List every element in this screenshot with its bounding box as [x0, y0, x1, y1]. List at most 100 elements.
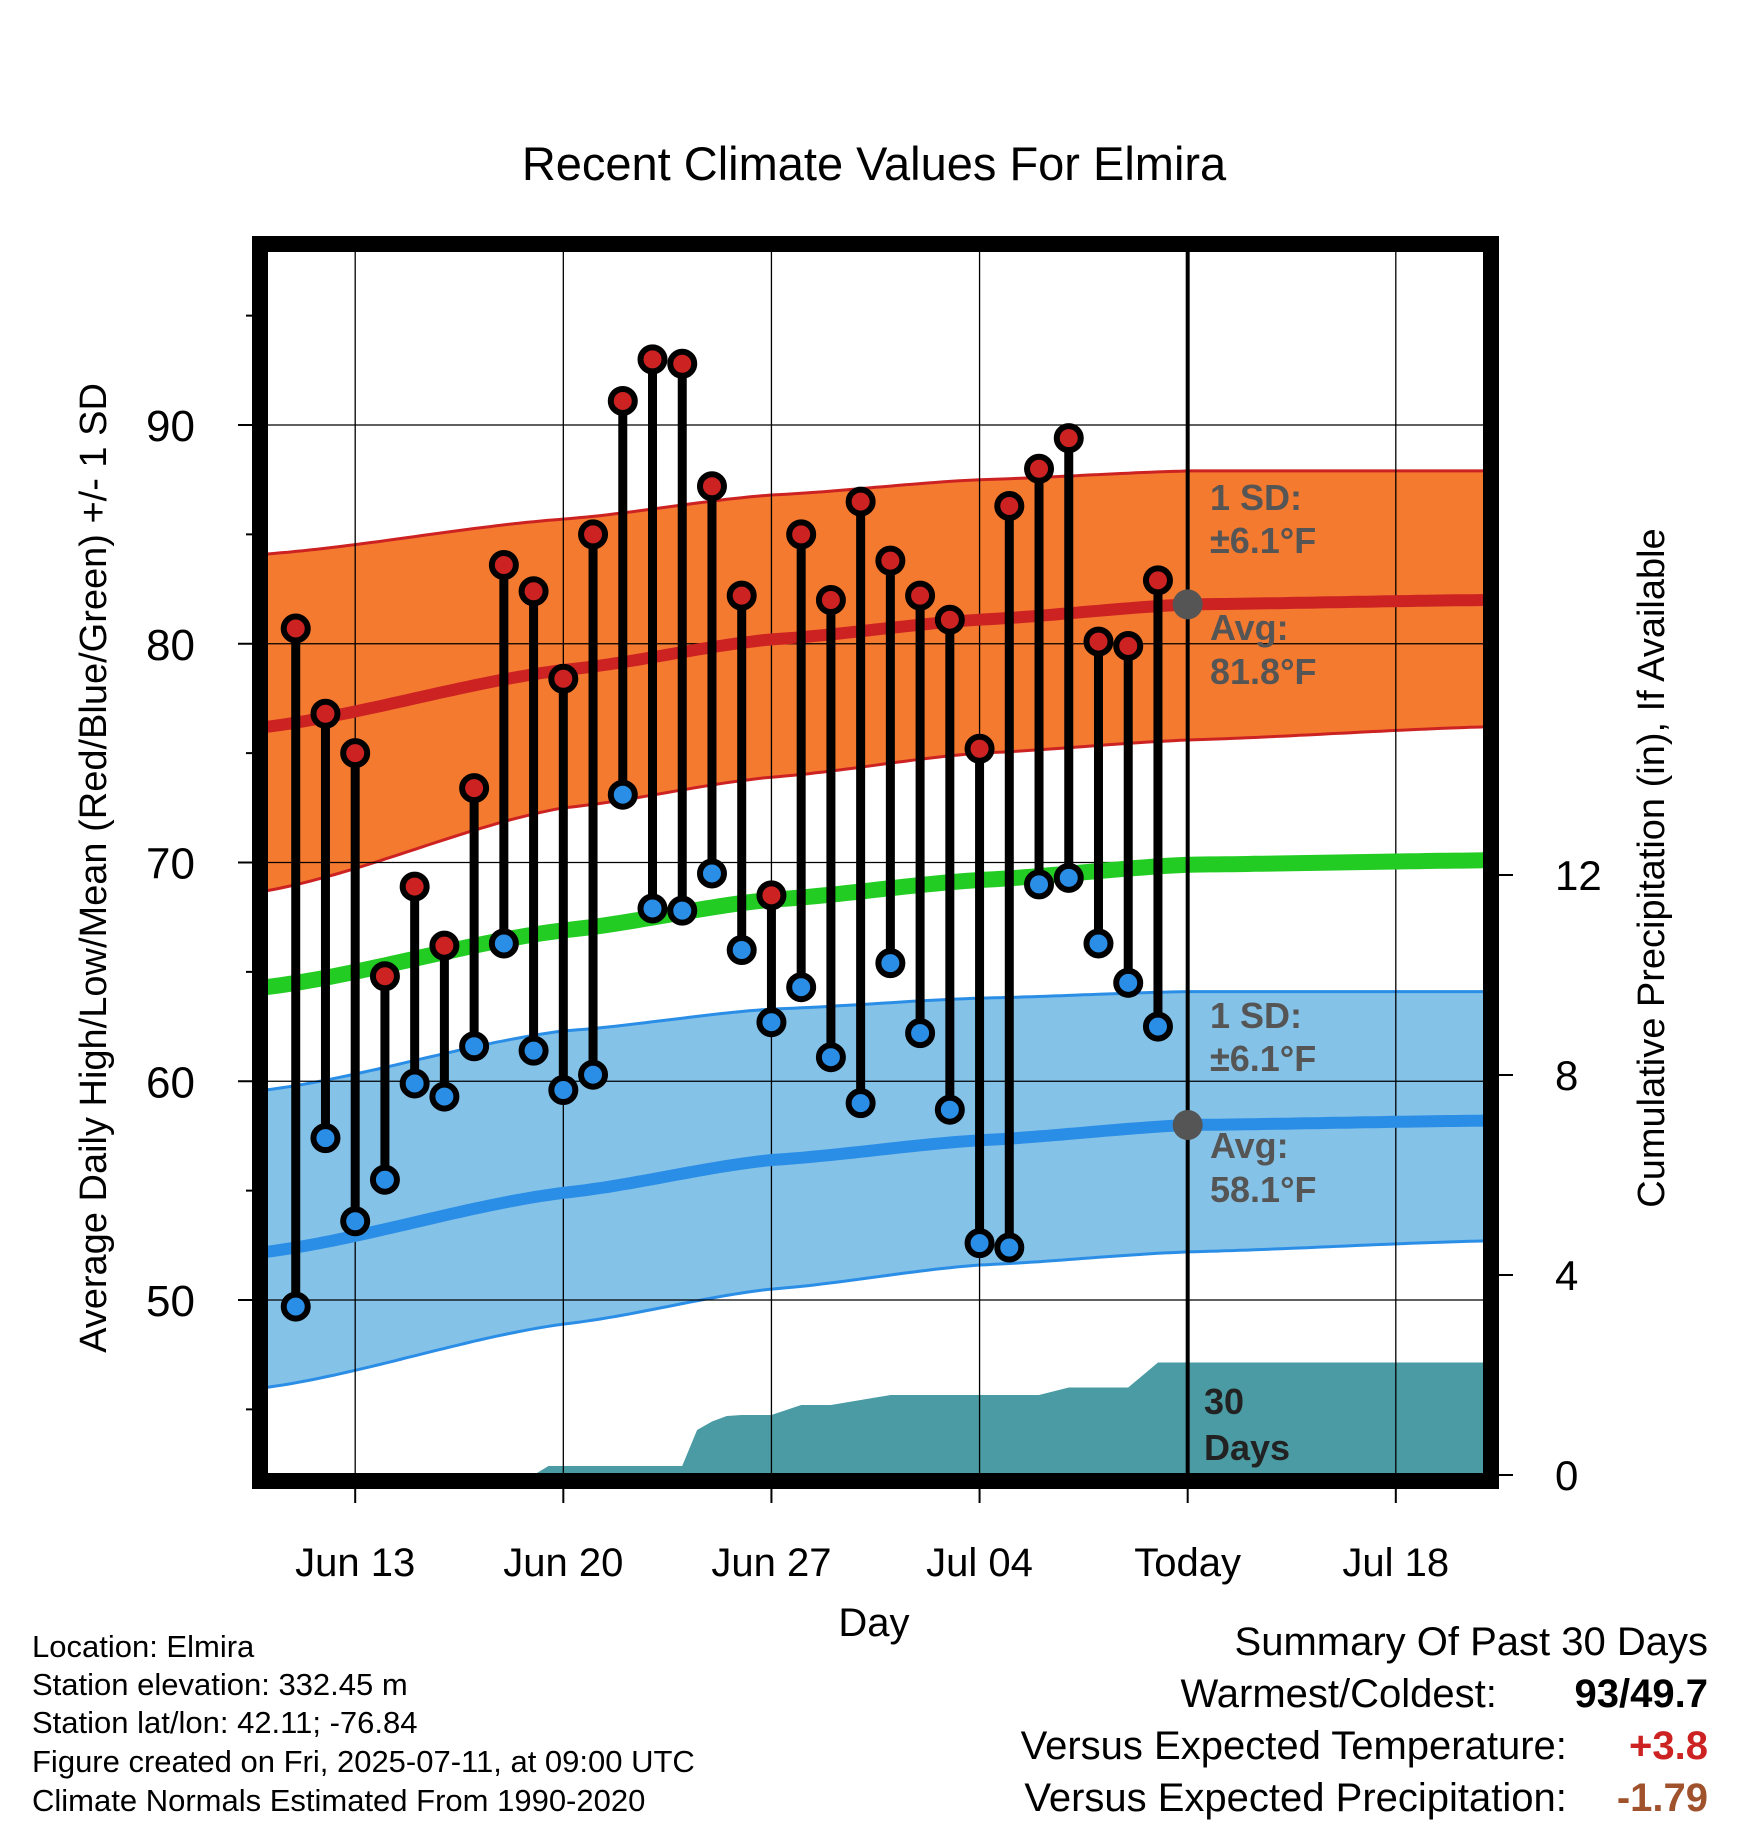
- y-axis-label-right: Cumulative Precipitation (in), If Availa…: [1631, 528, 1673, 1207]
- low-point: [756, 1007, 787, 1038]
- low-point: [994, 1232, 1025, 1263]
- high-point: [518, 576, 549, 607]
- days-annotation: 30 Days: [1204, 1381, 1290, 1468]
- low-avg-value: 58.1°F: [1210, 1169, 1316, 1210]
- high-point: [1083, 626, 1114, 657]
- x-tick-label: Jul 18: [1342, 1541, 1449, 1585]
- high-point: [488, 550, 519, 580]
- days-count: 30: [1204, 1381, 1244, 1422]
- warmest-label: Warmest/Coldest:: [1180, 1672, 1497, 1716]
- low-point: [667, 895, 698, 926]
- low-point: [310, 1123, 341, 1154]
- today-line: [1172, 250, 1203, 1475]
- high-point: [369, 961, 400, 992]
- low-point: [459, 1031, 490, 1062]
- high-point: [1053, 423, 1084, 454]
- high-point: [1024, 453, 1055, 484]
- plot-border: [252, 236, 1499, 1489]
- low-point: [1083, 928, 1114, 959]
- high-avg-value: 81.8°F: [1210, 651, 1316, 692]
- high-point: [667, 348, 698, 379]
- x-axis-label: Day: [838, 1601, 909, 1645]
- summary-title: Summary Of Past 30 Days: [1234, 1620, 1708, 1664]
- high-point: [548, 663, 579, 694]
- high-point: [280, 613, 311, 644]
- high-point: [340, 738, 371, 769]
- right-tick-label: 4: [1555, 1252, 1578, 1299]
- high-point: [964, 733, 995, 764]
- y-axis-label-left: Average Daily High/Low/Mean (Red/Blue/Gr…: [73, 383, 115, 1353]
- x-tick-label: Jun 13: [295, 1541, 415, 1585]
- low-point: [1053, 862, 1084, 893]
- temp-anomaly-label: Versus Expected Temperature:: [1020, 1724, 1567, 1768]
- low-point: [578, 1059, 609, 1090]
- summary-warmest-row: Warmest/Coldest: 93/49.7: [1181, 1672, 1709, 1717]
- high-point: [607, 385, 638, 416]
- low-point: [1142, 1011, 1173, 1042]
- left-tick-label: 80: [146, 621, 195, 670]
- low-avg-marker: [1172, 1110, 1203, 1140]
- high-point: [696, 471, 727, 502]
- temp-anomaly-value: +3.8: [1629, 1724, 1708, 1768]
- high-point: [786, 519, 817, 550]
- high-annotation: 1 SD: ±6.1°F Avg: 81.8°F: [1210, 477, 1316, 692]
- high-sd-upper-edge: [265, 469, 1485, 556]
- low-point: [1024, 869, 1055, 900]
- high-point: [578, 519, 609, 550]
- warmest-value: 93: [1574, 1672, 1620, 1716]
- low-point: [429, 1081, 460, 1112]
- info-created: Figure created on Fri, 2025-07-11, at 09…: [32, 1744, 695, 1779]
- high-avg-label: Avg:: [1210, 607, 1289, 648]
- left-tick-label: 70: [146, 840, 195, 889]
- high-point: [399, 871, 430, 902]
- summary-precip-row: Versus Expected Precipitation: -1.79: [1024, 1776, 1708, 1821]
- daily-observations: [280, 344, 1173, 1322]
- low-point: [815, 1042, 846, 1073]
- left-tick-label: 90: [146, 402, 195, 451]
- info-latlon: Station lat/lon: 42.11; -76.84: [32, 1705, 418, 1740]
- normal-lines: [264, 594, 1486, 1258]
- right-tick-label: 8: [1555, 1052, 1578, 1099]
- high-sd-lower-edge: [265, 725, 1486, 893]
- right-tick-label: 0: [1555, 1452, 1578, 1499]
- x-tick-label: Jun 27: [711, 1541, 831, 1585]
- info-location: Location: Elmira: [32, 1629, 255, 1664]
- low-normal-line: [265, 1114, 1486, 1258]
- high-sd-value: ±6.1°F: [1210, 520, 1316, 561]
- low-point: [934, 1094, 965, 1125]
- low-point: [905, 1018, 936, 1049]
- left-tick-label: 50: [146, 1277, 195, 1326]
- mean-normal-line: [264, 852, 1486, 996]
- high-point: [1113, 630, 1144, 661]
- high-point: [726, 580, 757, 611]
- low-point: [845, 1088, 876, 1119]
- warmest-coldest-value: 93/49.7: [1574, 1672, 1708, 1716]
- precipitation-area: [266, 1362, 1485, 1475]
- high-point: [459, 773, 490, 804]
- high-point: [994, 490, 1025, 521]
- low-point: [607, 779, 638, 810]
- low-avg-label: Avg:: [1210, 1125, 1289, 1166]
- axis-ticks: 50 60 70 80 90 0 4 8 12 Jun 13 Jun 20 Jun 27 Jul 04 T…: [146, 314, 1602, 1585]
- high-sd-label: 1 SD:: [1210, 477, 1302, 518]
- low-point: [399, 1068, 430, 1099]
- low-point: [964, 1228, 995, 1259]
- coldest-value: 49.7: [1630, 1672, 1708, 1716]
- high-sd-band: [266, 470, 1485, 891]
- low-point: [875, 948, 906, 979]
- high-point: [905, 580, 936, 611]
- plot-frame: [252, 236, 1499, 1489]
- low-point: [1113, 967, 1144, 998]
- chart-title: Recent Climate Values For Elmira: [522, 137, 1227, 190]
- info-normals: Climate Normals Estimated From 1990-2020: [32, 1783, 646, 1818]
- high-avg-marker: [1172, 589, 1203, 620]
- low-sd-lower-edge: [265, 1239, 1486, 1389]
- x-tick-label: Today: [1134, 1541, 1241, 1585]
- high-point: [845, 486, 876, 517]
- low-point: [696, 858, 727, 889]
- low-point: [488, 928, 519, 959]
- high-point: [637, 344, 668, 375]
- high-point: [756, 880, 787, 911]
- high-normal-line: [265, 594, 1486, 733]
